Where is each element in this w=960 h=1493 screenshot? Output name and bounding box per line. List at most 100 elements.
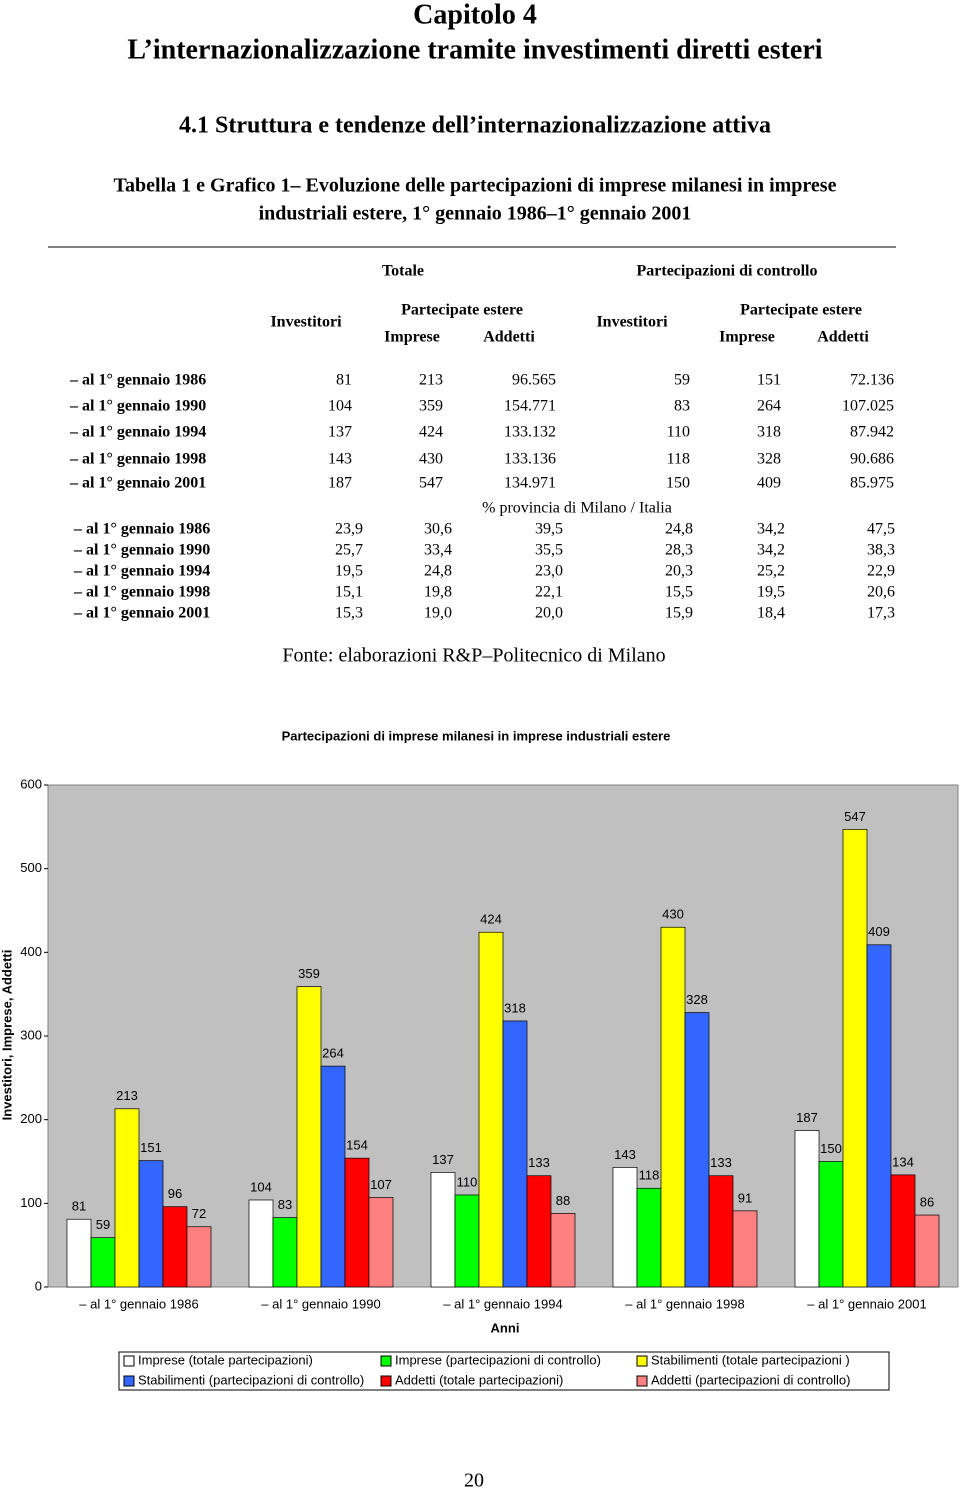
bar	[502, 1020, 528, 1288]
row-label: – al 1° gennaio 1990	[73, 542, 210, 559]
sub-header: Investitori	[596, 314, 668, 331]
bar	[732, 1210, 758, 1288]
cell: 328	[757, 451, 781, 468]
cell: 34,2	[757, 542, 785, 559]
legend-label: Stabilimenti (partecipazioni di controll…	[138, 1372, 364, 1387]
cell: 547	[419, 475, 443, 492]
cell: 143	[328, 451, 352, 468]
row-label: – al 1° gennaio 1994	[73, 563, 210, 580]
cell: 23,0	[535, 563, 563, 580]
bar	[430, 1172, 456, 1288]
data-label: 107	[370, 1177, 392, 1192]
bar	[344, 1157, 370, 1288]
col-header: Addetti	[483, 329, 535, 346]
cell: 39,5	[535, 521, 563, 538]
bar	[866, 944, 892, 1288]
bar	[636, 1187, 662, 1288]
cell: 409	[757, 475, 781, 492]
row-label: – al 1° gennaio 1998	[69, 451, 206, 468]
cell: 90.686	[850, 451, 894, 468]
cell: 24,8	[424, 563, 452, 580]
cell: 137	[328, 424, 352, 441]
data-label: 133	[710, 1155, 732, 1170]
cell: 19,8	[424, 584, 452, 601]
cell: 38,3	[867, 542, 895, 559]
cell: 213	[419, 372, 443, 389]
bar	[368, 1197, 394, 1288]
data-label: 328	[686, 992, 708, 1007]
bar	[526, 1175, 552, 1288]
bar	[272, 1217, 298, 1288]
data-label: 213	[116, 1088, 138, 1103]
cell: 30,6	[424, 521, 452, 538]
bar	[248, 1199, 274, 1288]
cell: 19,5	[335, 563, 363, 580]
x-tick-label: – al 1° gennaio 2001	[807, 1296, 926, 1311]
cell: 264	[757, 398, 781, 415]
bar	[320, 1065, 346, 1288]
legend-label: Imprese (totale partecipazioni)	[138, 1352, 313, 1367]
legend-swatch	[380, 1375, 392, 1387]
legend-swatch	[123, 1355, 135, 1367]
cell: 134.971	[504, 475, 556, 492]
legend-swatch	[636, 1375, 648, 1387]
bar	[296, 986, 322, 1288]
bar	[890, 1174, 916, 1288]
cell: 22,1	[535, 584, 563, 601]
row-label: – al 1° gennaio 2001	[73, 605, 210, 622]
bar	[684, 1012, 710, 1288]
cell: 430	[419, 451, 443, 468]
data-label: 133	[528, 1155, 550, 1170]
cell: 28,3	[665, 542, 693, 559]
cell: 118	[667, 451, 690, 468]
row-label: – al 1° gennaio 2001	[69, 475, 206, 492]
bar	[794, 1130, 820, 1288]
data-label: 150	[820, 1141, 842, 1156]
chart-title: Partecipazioni di imprese milanesi in im…	[282, 728, 671, 743]
row-label: – al 1° gennaio 1986	[73, 521, 210, 538]
cell: 18,4	[757, 605, 785, 622]
cell: 151	[757, 372, 781, 389]
cell: 104	[328, 398, 352, 415]
source: Fonte: elaborazioni R&P–Politecnico di M…	[282, 645, 665, 667]
cell: 154.771	[504, 398, 556, 415]
bar	[478, 931, 504, 1288]
data-label: 72	[192, 1206, 206, 1221]
cell: 20,0	[535, 605, 563, 622]
y-tick-label: 200	[20, 1111, 42, 1126]
cell: 25,7	[335, 542, 363, 559]
x-tick-label: – al 1° gennaio 1998	[625, 1296, 744, 1311]
cell: 19,5	[757, 584, 785, 601]
y-axis-label: Investitori, Imprese, Addetti	[0, 950, 14, 1121]
bar	[138, 1160, 164, 1288]
bar	[708, 1175, 734, 1288]
bar	[818, 1161, 844, 1288]
legend-swatch	[636, 1355, 648, 1367]
data-label: 137	[432, 1152, 454, 1167]
x-tick-label: – al 1° gennaio 1990	[261, 1296, 380, 1311]
data-label: 430	[662, 907, 684, 922]
group-header: Partecipazioni di controllo	[636, 263, 817, 280]
sub-header: Partecipate estere	[401, 302, 523, 319]
data-label: 96	[168, 1186, 182, 1201]
x-axis-label: Anni	[491, 1320, 520, 1335]
bar	[66, 1218, 92, 1288]
cell: 187	[328, 475, 352, 492]
data-label: 154	[346, 1138, 368, 1153]
chapter-title: L’internazionalizzazione tramite investi…	[127, 34, 822, 65]
cell: 87.942	[850, 424, 894, 441]
data-label: 104	[250, 1179, 272, 1194]
caption: Tabella 1 e Grafico 1– Evoluzione delle …	[114, 175, 837, 197]
bar	[612, 1167, 638, 1288]
group-header: Totale	[382, 263, 424, 280]
bar	[842, 828, 868, 1288]
col-header: Imprese	[384, 329, 440, 346]
bar	[162, 1206, 188, 1288]
y-tick-label: 400	[20, 944, 42, 959]
row-label: – al 1° gennaio 1998	[73, 584, 210, 601]
cell: 59	[674, 372, 690, 389]
data-label: 143	[614, 1147, 636, 1162]
cell: 318	[757, 424, 781, 441]
